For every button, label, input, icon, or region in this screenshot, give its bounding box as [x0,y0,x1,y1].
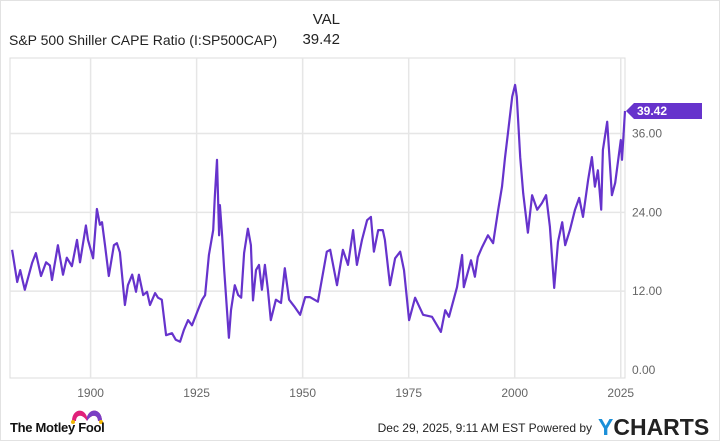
x-axis: 1900 1925 1950 1975 2000 2025 [77,386,634,400]
y-tick-label: 24.00 [632,205,662,219]
last-value-flag-label: 39.42 [637,104,667,118]
x-tick-label: 1950 [289,386,316,400]
footer-timestamp: Dec 29, 2025, 9:11 AM EST Powered by [378,421,592,435]
x-tick-label: 1925 [183,386,210,400]
last-value-flag: 39.42 [626,103,702,120]
y-tick-label: 36.00 [632,126,662,140]
timestamp: Dec 29, 2025, 9:11 AM EST [377,421,526,435]
ycharts-logo-text: CHARTS [613,414,710,440]
last-value-flag-shape [626,103,702,120]
powered-by-label: Powered by [528,421,592,435]
ycharts-logo[interactable]: YCHARTS [598,414,709,441]
x-tick-label: 2025 [607,386,634,400]
series-line-cape [11,83,627,343]
value-column-header: VAL [312,11,340,28]
x-tick-label: 2000 [501,386,528,400]
series-name: S&P 500 Shiller CAPE Ratio (I:SP500CAP) [9,32,278,48]
y-tick-label: 0.00 [632,363,656,377]
ycharts-logo-y: Y [598,414,614,440]
x-tick-label: 1900 [77,386,104,400]
jester-hat-logo-icon [71,410,103,424]
motley-fool-logo-text: The Motley Fool [10,420,105,435]
y-tick-label: 12.00 [632,284,662,298]
plot-frame [9,57,626,379]
series-current-value: 39.42 [302,31,340,48]
y-axis: 0.00 12.00 24.00 36.00 [632,126,662,377]
x-tick-label: 1975 [395,386,422,400]
grid [9,57,626,379]
